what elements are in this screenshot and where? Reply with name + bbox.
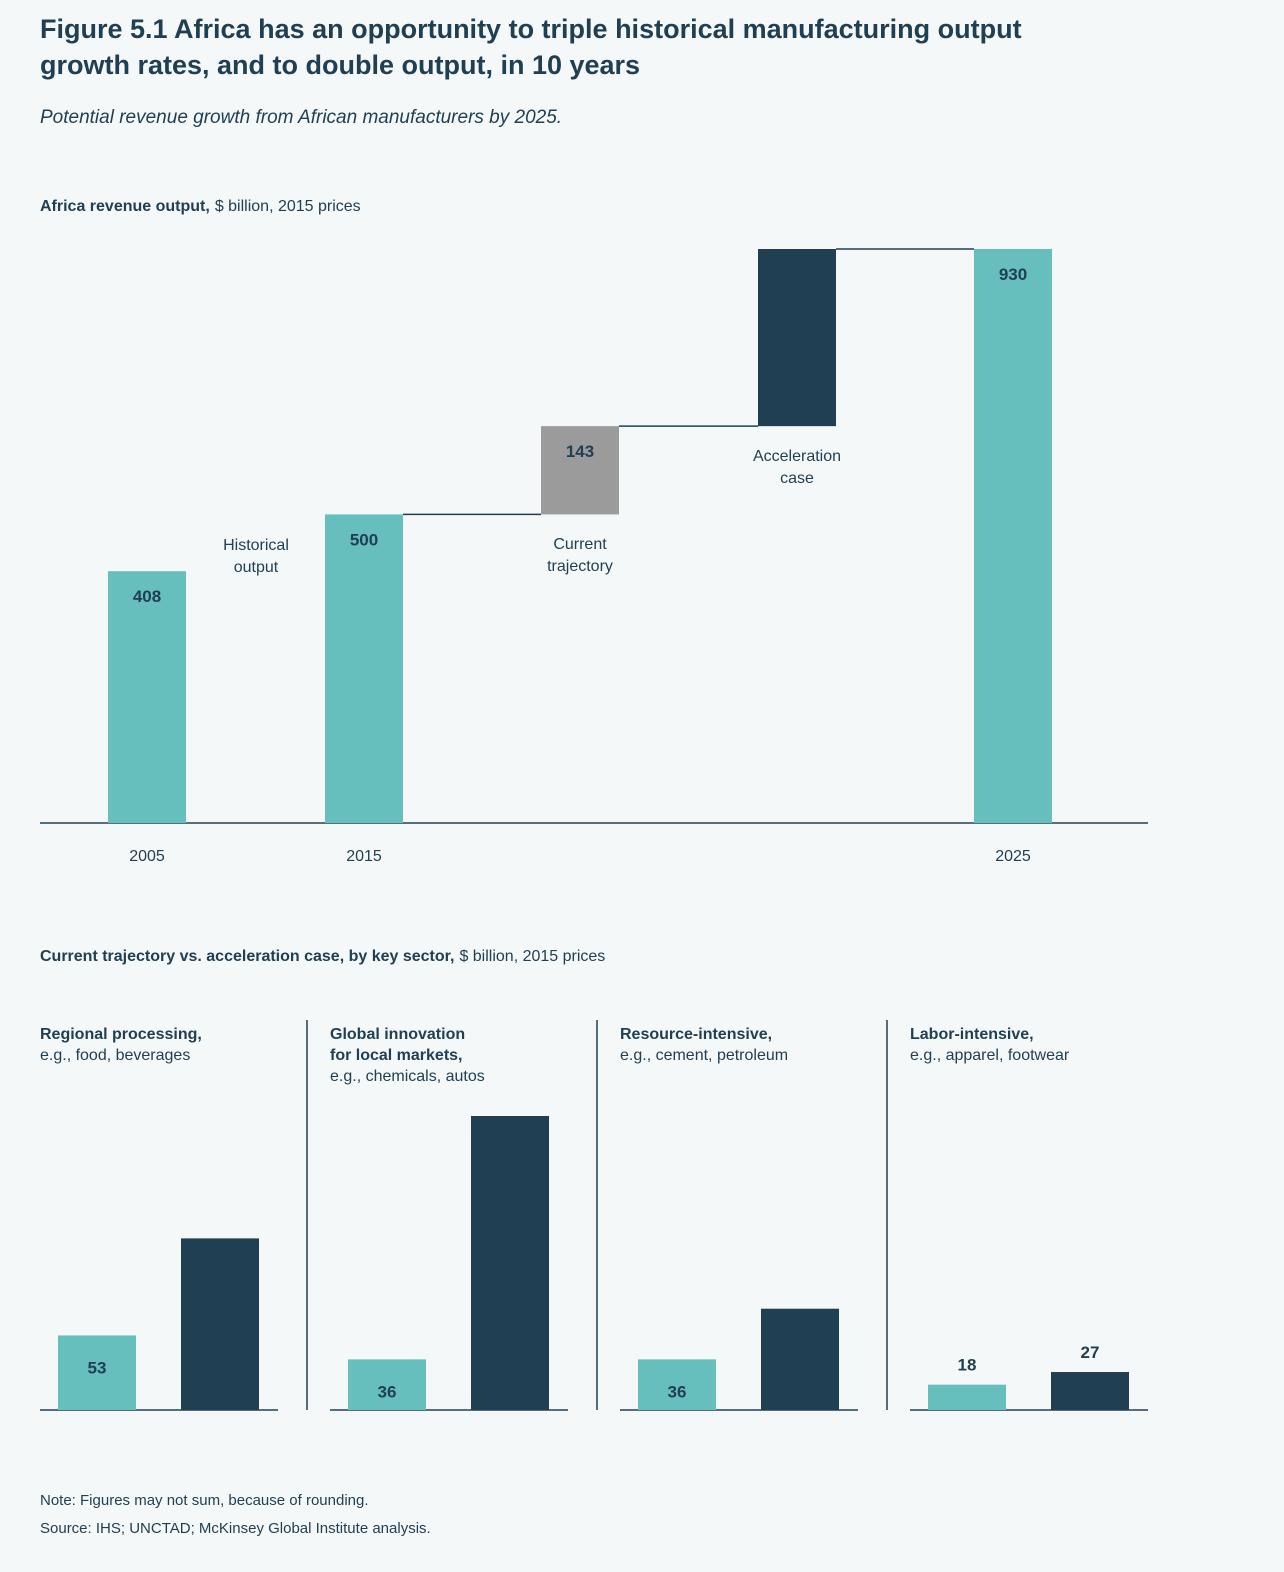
step-label-box: Historical output [223, 537, 289, 577]
value-label: 408 [133, 587, 161, 606]
value-label: 36 [668, 1382, 687, 1401]
chart-units: $ billion, 2015 prices [459, 948, 605, 965]
bar [758, 249, 836, 427]
value-label: 500 [350, 530, 378, 549]
bar [325, 514, 403, 823]
step-label: Current trajectory [547, 536, 613, 576]
chart-title-bold: Current trajectory vs. acceleration case… [40, 948, 454, 965]
value-label: 930 [999, 265, 1027, 284]
chart-title-bold: Africa revenue output, [40, 198, 210, 215]
chart-units: $ billion, 2015 prices [215, 198, 361, 215]
panel-subtitle: e.g., chemicals, autos [330, 1068, 485, 1085]
value-label: 122 [206, 1261, 234, 1280]
figure-subtitle: Potential revenue growth from African ma… [40, 107, 562, 128]
bar [108, 571, 186, 823]
figure-title: growth rates, and to double output, in 1… [40, 50, 640, 80]
x-tick-label: 2025 [995, 848, 1031, 865]
bar [1051, 1372, 1129, 1410]
panel-title: Labor-intensive, [910, 1026, 1034, 1043]
panel-title: Global innovation [330, 1026, 465, 1043]
bar [928, 1384, 1006, 1410]
chart-title: Africa revenue output, $ billion, 2015 pr… [40, 198, 361, 215]
bar [58, 1335, 136, 1410]
panel-title: Resource-intensive, [620, 1026, 772, 1043]
value-label: 53 [88, 1358, 107, 1377]
value-label: 209 [496, 1139, 524, 1158]
bar [638, 1359, 716, 1410]
x-tick-label: 2015 [346, 848, 382, 865]
step-label-box: Acceleration case [752, 448, 842, 488]
bar [348, 1359, 426, 1410]
panel-subtitle: e.g., apparel, footwear [910, 1047, 1070, 1064]
bar [471, 1116, 549, 1410]
value-label: 36 [378, 1382, 397, 1401]
bar [974, 249, 1052, 823]
panel-title: Regional processing, [40, 1026, 202, 1043]
figure-title: Figure 5.1 Africa has an opportunity to … [40, 14, 1022, 44]
value-label: 27 [1081, 1343, 1100, 1362]
value-label: 143 [566, 442, 594, 461]
bar [761, 1308, 839, 1410]
panel-subtitle: e.g., food, beverages [40, 1047, 190, 1064]
step-label: Acceleration case [752, 448, 842, 488]
value-label: 18 [958, 1356, 977, 1375]
chart-title: Current trajectory vs. acceleration case… [40, 948, 605, 965]
bar [541, 426, 619, 515]
panel-title: for local markets, [330, 1047, 463, 1064]
source: Source: IHS; UNCTAD; McKinsey Global Ins… [40, 1520, 431, 1537]
panel-subtitle: e.g., cement, petroleum [620, 1047, 788, 1064]
step-label: Historical output [223, 537, 289, 577]
x-tick-label: 2005 [129, 848, 165, 865]
bar [181, 1238, 259, 1410]
note: Note: Figures may not sum, because of ro… [40, 1492, 369, 1509]
value-label: 287 [783, 265, 811, 284]
value-label: 72 [791, 1332, 810, 1351]
step-label-box: Current trajectory [547, 536, 613, 576]
